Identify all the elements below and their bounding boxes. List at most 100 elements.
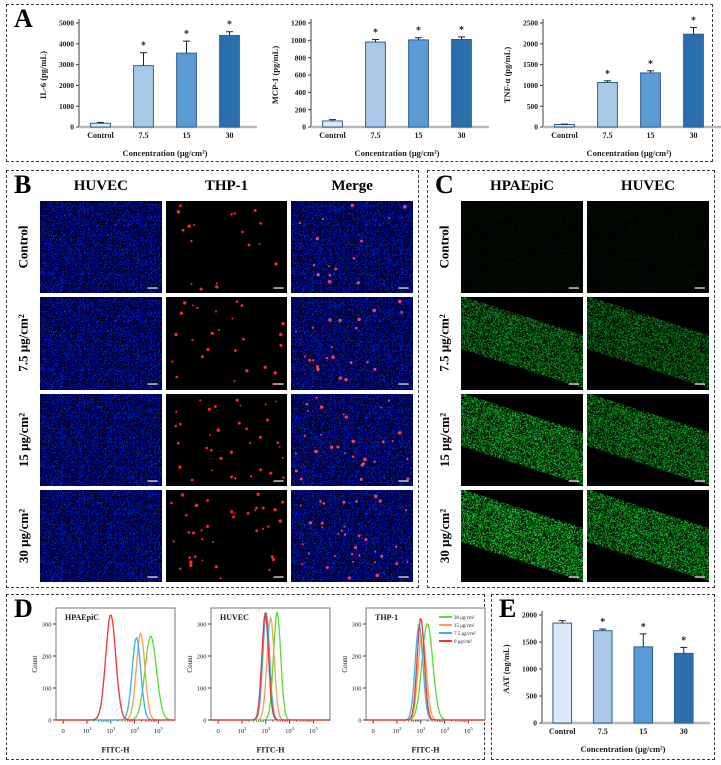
svg-text:7.5: 7.5 <box>603 131 613 140</box>
svg-text:103: 103 <box>261 726 271 735</box>
panel-b-rowlabel-0: Control <box>12 201 36 293</box>
svg-text:103: 103 <box>106 726 116 735</box>
svg-text:300: 300 <box>352 621 362 628</box>
svg-text:*: * <box>141 41 146 52</box>
svg-text:7.5: 7.5 <box>371 131 381 140</box>
svg-text:*: * <box>459 25 464 36</box>
svg-text:AAT (ng/mL): AAT (ng/mL) <box>501 644 511 693</box>
svg-text:7.5: 7.5 <box>598 727 608 736</box>
svg-text:0: 0 <box>217 728 220 735</box>
svg-text:MCP-1 (pg/mL): MCP-1 (pg/mL) <box>270 46 280 104</box>
svg-text:102: 102 <box>238 726 247 735</box>
svg-text:*: * <box>641 622 646 633</box>
svg-text:400: 400 <box>295 88 307 97</box>
panel-b-label: B <box>14 170 32 199</box>
panel-c-colhead-hpaepic: HPAEpiC <box>490 177 554 194</box>
svg-text:0: 0 <box>534 123 538 132</box>
svg-text:500: 500 <box>527 102 539 111</box>
micro-c-huvec-row2 <box>587 393 709 486</box>
svg-text:THP-1: THP-1 <box>375 613 398 622</box>
micro-b-huvec-row3 <box>40 489 162 582</box>
panel-c-rowlabel-2: 15 μg/cm² <box>433 394 457 486</box>
svg-text:105: 105 <box>309 726 319 735</box>
panel-c-rowlabel-3-text: 30 μg/cm² <box>437 508 453 563</box>
svg-text:800: 800 <box>295 53 307 62</box>
panel-d-label: D <box>14 594 33 623</box>
panel-c-grid: HPAEpiC HUVEC Control 7.5 μg/cm² 15 μg/cm² 30… <box>433 175 709 582</box>
micro-b-thp1-row1 <box>165 297 288 390</box>
panel-e-aat-bar: E 0 500 1000 1500 2000 Control * 7.5 * 15 * 30 AAT (… <box>491 594 715 760</box>
panel-b-rowlabel-1-text: 7.5 μg/cm² <box>16 314 32 373</box>
svg-text:*: * <box>227 20 232 31</box>
svg-text:500: 500 <box>526 692 538 701</box>
micro-c-hpaepic-row3 <box>461 489 583 582</box>
panel-b-rowlabel-3-text: 30 μg/cm² <box>16 508 32 563</box>
svg-text:2000: 2000 <box>523 39 538 48</box>
chart-aat-bar: 0 500 1000 1500 2000 Control * 7.5 * 15 * 30 AAT (ng… <box>501 611 710 754</box>
panel-b-colhead-huvec: HUVEC <box>73 177 128 194</box>
svg-text:*: * <box>605 69 610 80</box>
panel-c-rowlabel-3: 30 μg/cm² <box>433 490 457 582</box>
panel-d-flow-cytometry: D 0 100 200 300 0 102 103 104 105 HPAEpiC FITC-H Co… <box>6 594 486 760</box>
svg-text:104: 104 <box>285 726 295 735</box>
svg-text:HPAEpiC: HPAEpiC <box>65 613 99 622</box>
svg-text:15: 15 <box>639 727 647 736</box>
svg-text:FITC-H: FITC-H <box>412 746 441 755</box>
panel-c-rowlabel-0: Control <box>433 201 457 293</box>
micro-c-huvec-row1 <box>587 297 709 390</box>
svg-text:FITC-H: FITC-H <box>102 746 131 755</box>
svg-text:0: 0 <box>62 728 65 735</box>
panel-c-label: C <box>435 170 454 199</box>
panel-a-label: A <box>14 4 33 33</box>
svg-text:0: 0 <box>358 717 361 724</box>
svg-text:103: 103 <box>416 726 426 735</box>
svg-text:7.5: 7.5 <box>139 131 149 140</box>
svg-text:0: 0 <box>203 717 206 724</box>
panel-b-adhesion-microscopy: B HUVEC THP-1 Merge Control 7.5 μg/cm² 15 μg/… <box>6 170 419 588</box>
panel-c-colhead-huvec: HUVEC <box>620 177 676 194</box>
panel-c-rowlabel-0-text: Control <box>437 225 453 269</box>
svg-text:102: 102 <box>393 726 402 735</box>
svg-text:4000: 4000 <box>59 39 74 48</box>
svg-text:7.5 μg/cm²: 7.5 μg/cm² <box>454 631 476 637</box>
svg-text:Count: Count <box>186 655 194 672</box>
svg-text:Concentration (μg/cm²): Concentration (μg/cm²) <box>580 744 665 754</box>
micro-b-thp1-row3 <box>165 489 288 582</box>
svg-text:1500: 1500 <box>523 60 538 69</box>
svg-text:HUVEC: HUVEC <box>220 613 249 622</box>
panel-b-rowlabel-1: 7.5 μg/cm² <box>12 297 36 389</box>
svg-text:Count: Count <box>341 655 349 672</box>
svg-text:100: 100 <box>42 685 52 692</box>
svg-text:0: 0 <box>70 123 74 132</box>
svg-text:0: 0 <box>533 719 537 728</box>
svg-text:Control: Control <box>319 131 346 140</box>
panel-b-rowlabel-3: 30 μg/cm² <box>12 490 36 582</box>
svg-text:1000: 1000 <box>523 81 538 90</box>
svg-text:2000: 2000 <box>59 81 74 90</box>
chart-flow-thp1: 0 100 200 300 0 102 103 104 105 THP-1 30 μg/cm² 15 … <box>341 607 486 755</box>
micro-b-merge-row2 <box>291 393 413 486</box>
micro-b-thp1-row0 <box>165 201 288 294</box>
svg-text:Control: Control <box>549 727 576 736</box>
svg-text:100: 100 <box>197 685 207 692</box>
panel-c-rowlabel-2-text: 15 μg/cm² <box>437 412 453 467</box>
svg-text:*: * <box>600 617 605 628</box>
panel-c-rowlabel-1: 7.5 μg/cm² <box>433 297 457 389</box>
micro-c-huvec-row3 <box>587 489 709 582</box>
chart-il6-bar: 0 1000 2000 3000 4000 5000 Control * 7.5 * 15 * 30 IL… <box>38 19 257 158</box>
svg-text:Concentration (μg/cm²): Concentration (μg/cm²) <box>354 148 439 158</box>
panel-a-cytokine-bars: A 0 1000 2000 3000 4000 5000 Control * 7.5 * 15 * 30… <box>6 4 721 162</box>
svg-text:200: 200 <box>352 653 362 660</box>
panel-b-grid: HUVEC THP-1 Merge Control 7.5 μg/cm² 15 μg/cm… <box>12 175 413 582</box>
svg-text:30: 30 <box>680 727 688 736</box>
panel-b-colhead-merge: Merge <box>331 177 373 194</box>
svg-text:2000: 2000 <box>522 611 537 620</box>
svg-text:0: 0 <box>372 728 375 735</box>
svg-text:100: 100 <box>352 685 362 692</box>
micro-c-hpaepic-row2 <box>461 393 583 486</box>
svg-text:IL-6 (pg/mL): IL-6 (pg/mL) <box>38 51 48 99</box>
svg-text:1000: 1000 <box>59 102 74 111</box>
svg-text:15: 15 <box>183 131 191 140</box>
svg-text:15 μg/cm²: 15 μg/cm² <box>454 623 475 629</box>
